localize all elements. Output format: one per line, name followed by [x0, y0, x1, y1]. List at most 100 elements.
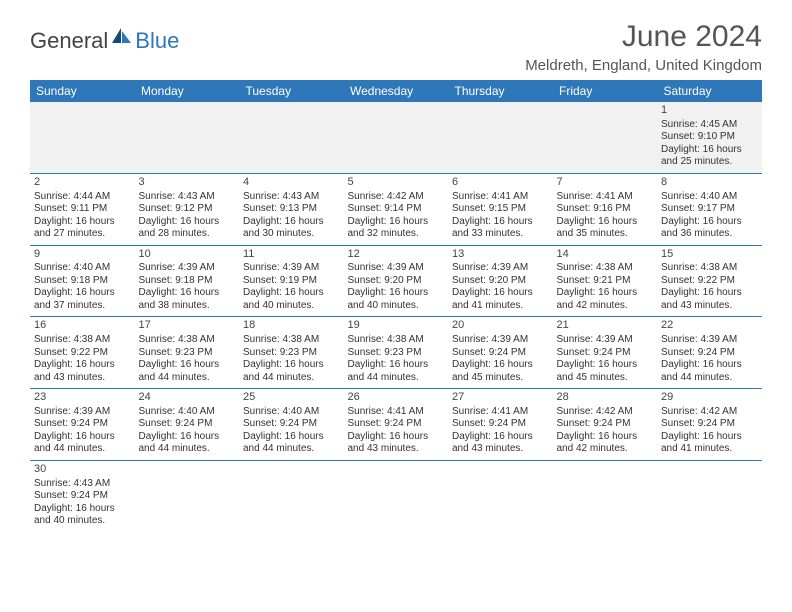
- daylight-text-1: Daylight: 16 hours: [452, 431, 549, 444]
- day-number: 1: [661, 104, 758, 118]
- day-number: 2: [34, 176, 131, 190]
- day-number: 27: [452, 391, 549, 405]
- daylight-text-1: Daylight: 16 hours: [452, 216, 549, 229]
- daylight-text-1: Daylight: 16 hours: [139, 287, 236, 300]
- header-wednesday: Wednesday: [344, 80, 449, 102]
- daylight-text-1: Daylight: 16 hours: [557, 287, 654, 300]
- day-number: 28: [557, 391, 654, 405]
- sunrise-text: Sunrise: 4:40 AM: [243, 406, 340, 419]
- sunrise-text: Sunrise: 4:45 AM: [661, 119, 758, 132]
- day-number: 5: [348, 176, 445, 190]
- daylight-text-2: and 43 minutes.: [661, 300, 758, 313]
- daylight-text-2: and 30 minutes.: [243, 228, 340, 241]
- daylight-text-1: Daylight: 16 hours: [661, 216, 758, 229]
- sunset-text: Sunset: 9:24 PM: [139, 418, 236, 431]
- day-number: 18: [243, 319, 340, 333]
- day-number: 24: [139, 391, 236, 405]
- day-number: 29: [661, 391, 758, 405]
- calendar-header-row: Sunday Monday Tuesday Wednesday Thursday…: [30, 80, 762, 102]
- day-number: 10: [139, 248, 236, 262]
- sunset-text: Sunset: 9:23 PM: [243, 347, 340, 360]
- header-monday: Monday: [135, 80, 240, 102]
- header-sunday: Sunday: [30, 80, 135, 102]
- day-number: 12: [348, 248, 445, 262]
- calendar-week-row: 23Sunrise: 4:39 AMSunset: 9:24 PMDayligh…: [30, 389, 762, 461]
- calendar-cell: [30, 102, 135, 173]
- calendar-cell: 21Sunrise: 4:39 AMSunset: 9:24 PMDayligh…: [553, 317, 658, 389]
- daylight-text-2: and 32 minutes.: [348, 228, 445, 241]
- sunrise-text: Sunrise: 4:40 AM: [661, 191, 758, 204]
- calendar-cell: 27Sunrise: 4:41 AMSunset: 9:24 PMDayligh…: [448, 389, 553, 461]
- calendar-week-row: 30Sunrise: 4:43 AMSunset: 9:24 PMDayligh…: [30, 460, 762, 531]
- calendar-cell: 15Sunrise: 4:38 AMSunset: 9:22 PMDayligh…: [657, 245, 762, 317]
- sunset-text: Sunset: 9:16 PM: [557, 203, 654, 216]
- calendar-cell: 14Sunrise: 4:38 AMSunset: 9:21 PMDayligh…: [553, 245, 658, 317]
- sunset-text: Sunset: 9:12 PM: [139, 203, 236, 216]
- calendar-cell: 23Sunrise: 4:39 AMSunset: 9:24 PMDayligh…: [30, 389, 135, 461]
- sunrise-text: Sunrise: 4:41 AM: [557, 191, 654, 204]
- daylight-text-1: Daylight: 16 hours: [348, 287, 445, 300]
- day-number: 17: [139, 319, 236, 333]
- sunrise-text: Sunrise: 4:42 AM: [557, 406, 654, 419]
- calendar-cell: [135, 460, 240, 531]
- day-number: 20: [452, 319, 549, 333]
- calendar-cell: 6Sunrise: 4:41 AMSunset: 9:15 PMDaylight…: [448, 173, 553, 245]
- daylight-text-1: Daylight: 16 hours: [557, 431, 654, 444]
- day-number: 4: [243, 176, 340, 190]
- sunrise-text: Sunrise: 4:43 AM: [139, 191, 236, 204]
- calendar-cell: 8Sunrise: 4:40 AMSunset: 9:17 PMDaylight…: [657, 173, 762, 245]
- sunset-text: Sunset: 9:15 PM: [452, 203, 549, 216]
- day-number: 8: [661, 176, 758, 190]
- daylight-text-1: Daylight: 16 hours: [243, 359, 340, 372]
- sunrise-text: Sunrise: 4:41 AM: [348, 406, 445, 419]
- calendar-cell: 9Sunrise: 4:40 AMSunset: 9:18 PMDaylight…: [30, 245, 135, 317]
- calendar-cell: [448, 102, 553, 173]
- sunset-text: Sunset: 9:18 PM: [139, 275, 236, 288]
- header-thursday: Thursday: [448, 80, 553, 102]
- daylight-text-2: and 44 minutes.: [34, 443, 131, 456]
- sunrise-text: Sunrise: 4:41 AM: [452, 406, 549, 419]
- day-number: 7: [557, 176, 654, 190]
- calendar-cell: 17Sunrise: 4:38 AMSunset: 9:23 PMDayligh…: [135, 317, 240, 389]
- daylight-text-2: and 40 minutes.: [34, 515, 131, 528]
- sunrise-text: Sunrise: 4:39 AM: [243, 262, 340, 275]
- sunset-text: Sunset: 9:24 PM: [661, 418, 758, 431]
- day-number: 21: [557, 319, 654, 333]
- calendar-cell: 30Sunrise: 4:43 AMSunset: 9:24 PMDayligh…: [30, 460, 135, 531]
- calendar-cell: 10Sunrise: 4:39 AMSunset: 9:18 PMDayligh…: [135, 245, 240, 317]
- daylight-text-2: and 40 minutes.: [243, 300, 340, 313]
- sunrise-text: Sunrise: 4:39 AM: [34, 406, 131, 419]
- page-subtitle: Meldreth, England, United Kingdom: [525, 57, 762, 74]
- daylight-text-1: Daylight: 16 hours: [243, 287, 340, 300]
- calendar-week-row: 1Sunrise: 4:45 AMSunset: 9:10 PMDaylight…: [30, 102, 762, 173]
- sunrise-text: Sunrise: 4:42 AM: [661, 406, 758, 419]
- calendar-cell: 13Sunrise: 4:39 AMSunset: 9:20 PMDayligh…: [448, 245, 553, 317]
- title-block: June 2024 Meldreth, England, United King…: [525, 20, 762, 74]
- daylight-text-1: Daylight: 16 hours: [243, 431, 340, 444]
- daylight-text-2: and 37 minutes.: [34, 300, 131, 313]
- daylight-text-2: and 38 minutes.: [139, 300, 236, 313]
- day-number: 14: [557, 248, 654, 262]
- page-title: June 2024: [525, 20, 762, 54]
- sunrise-text: Sunrise: 4:43 AM: [243, 191, 340, 204]
- calendar-cell: 19Sunrise: 4:38 AMSunset: 9:23 PMDayligh…: [344, 317, 449, 389]
- sunrise-text: Sunrise: 4:38 AM: [243, 334, 340, 347]
- daylight-text-1: Daylight: 16 hours: [34, 431, 131, 444]
- sunset-text: Sunset: 9:17 PM: [661, 203, 758, 216]
- daylight-text-1: Daylight: 16 hours: [34, 503, 131, 516]
- sunset-text: Sunset: 9:24 PM: [452, 418, 549, 431]
- calendar-cell: [553, 102, 658, 173]
- calendar-cell: 4Sunrise: 4:43 AMSunset: 9:13 PMDaylight…: [239, 173, 344, 245]
- sunrise-text: Sunrise: 4:39 AM: [348, 262, 445, 275]
- sunset-text: Sunset: 9:21 PM: [557, 275, 654, 288]
- calendar-week-row: 16Sunrise: 4:38 AMSunset: 9:22 PMDayligh…: [30, 317, 762, 389]
- calendar-cell: [239, 460, 344, 531]
- sunset-text: Sunset: 9:10 PM: [661, 131, 758, 144]
- daylight-text-2: and 44 minutes.: [139, 372, 236, 385]
- daylight-text-1: Daylight: 16 hours: [34, 359, 131, 372]
- sunrise-text: Sunrise: 4:39 AM: [452, 334, 549, 347]
- daylight-text-2: and 43 minutes.: [348, 443, 445, 456]
- day-number: 11: [243, 248, 340, 262]
- daylight-text-2: and 45 minutes.: [557, 372, 654, 385]
- sunset-text: Sunset: 9:11 PM: [34, 203, 131, 216]
